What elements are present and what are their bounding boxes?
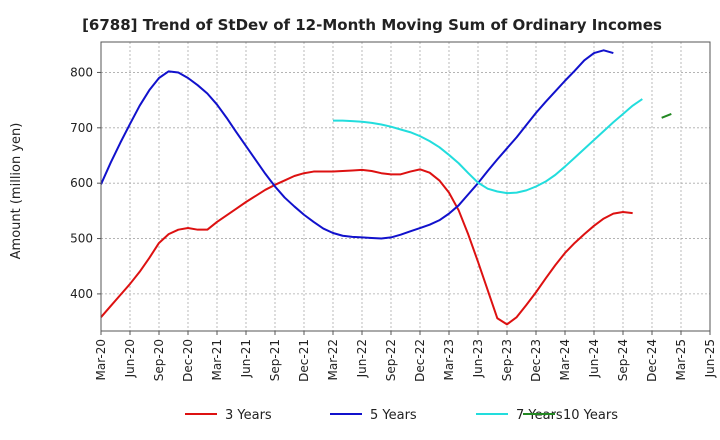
x-axis: Mar-20 Jun-20 Sep-20 Dec-20 Mar-21 Jun-21 Sep-… bbox=[94, 331, 717, 382]
x-tick-label: Sep-20 bbox=[152, 339, 166, 381]
legend-label-3-years: 3 Years bbox=[225, 408, 272, 423]
chart-title: [6788] Trend of StDev of 12-Month Moving… bbox=[82, 16, 662, 34]
series-line-10-years bbox=[661, 113, 672, 119]
x-tick-label: Jun-25 bbox=[703, 339, 717, 378]
legend-label-5-years: 5 Years bbox=[370, 408, 417, 423]
x-tick-label: Sep-23 bbox=[500, 339, 514, 381]
y-axis: 400 500 600 700 800 bbox=[70, 65, 101, 301]
x-tick-label: Mar-24 bbox=[558, 339, 572, 380]
y-axis-label: Amount (million yen) bbox=[9, 123, 24, 260]
legend-label-10-years: 10 Years bbox=[563, 408, 618, 423]
x-tick-label: Jun-21 bbox=[239, 339, 253, 378]
x-tick-label: Dec-23 bbox=[529, 339, 543, 382]
x-tick-label: Dec-24 bbox=[645, 339, 659, 382]
x-tick-label: Mar-21 bbox=[210, 339, 224, 380]
y-tick-label: 500 bbox=[70, 232, 93, 246]
series-line-7-years bbox=[333, 98, 643, 195]
series-layer bbox=[100, 49, 672, 326]
plot-frame bbox=[100, 41, 711, 332]
series-line-5-years bbox=[100, 49, 614, 240]
series-line-3-years bbox=[100, 168, 633, 326]
y-tick-label: 600 bbox=[70, 176, 93, 190]
x-tick-label: Mar-23 bbox=[442, 339, 456, 380]
x-tick-label: Jun-20 bbox=[123, 339, 137, 378]
x-tick-label: Jun-23 bbox=[471, 339, 485, 378]
y-tick-label: 700 bbox=[70, 121, 93, 135]
x-tick-label: Jun-24 bbox=[587, 339, 601, 378]
x-tick-label: Sep-22 bbox=[384, 339, 398, 381]
y-tick-label: 800 bbox=[70, 65, 93, 79]
x-tick-label: Mar-25 bbox=[674, 339, 688, 380]
y-tick-label: 400 bbox=[70, 287, 93, 301]
x-tick-label: Sep-24 bbox=[616, 339, 630, 381]
x-tick-label: Sep-21 bbox=[268, 339, 282, 381]
x-tick-label: Dec-20 bbox=[181, 339, 195, 382]
x-tick-label: Dec-21 bbox=[297, 339, 311, 382]
legend-label-7-years: 7 Years bbox=[516, 408, 563, 423]
x-tick-label: Dec-22 bbox=[413, 339, 427, 382]
grid bbox=[100, 42, 711, 331]
x-tick-label: Jun-22 bbox=[355, 339, 369, 378]
x-tick-label: Mar-20 bbox=[94, 339, 108, 380]
x-tick-label: Mar-22 bbox=[326, 339, 340, 380]
legend: 3 Years 5 Years 7 Years 10 Years bbox=[185, 408, 618, 423]
